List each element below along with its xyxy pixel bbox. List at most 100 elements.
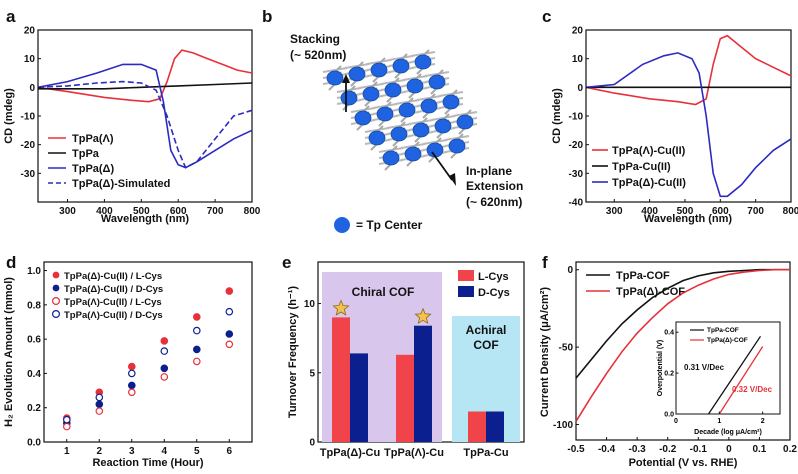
framework-rod-6 (336, 87, 362, 93)
chart-d-point-1-2 (128, 381, 136, 390)
inset-frame (675, 321, 781, 415)
chart-f-ytick-label-0: -100 (553, 420, 573, 431)
chart-e-ylabel: Turnover Frequency (h⁻¹) (287, 286, 299, 418)
chart-e-bar-1-1 (414, 325, 432, 442)
chart-e-bar-2-1 (486, 411, 504, 442)
chart-d: 1 2 3 4 5 6 0.0 0.2 0.4 0.6 0.8 1.0 Reaction Time (… (3, 261, 253, 469)
chart-e-ytick-label-0: 0 (309, 438, 315, 449)
legend-d-marker-3 (51, 310, 60, 319)
framework-rod-120 (410, 51, 436, 57)
legend-e-label-1: D-Cys (478, 287, 510, 299)
tp-center-legend-text: = Tp Center (356, 218, 423, 232)
stacking-label: Stacking (290, 32, 340, 46)
legend-e-swatch-0 (458, 270, 474, 281)
chart-d-point-1-3 (160, 364, 169, 373)
tp-center-node-1 (340, 90, 358, 106)
chart-f-xtick-label-7: 0.2 (783, 444, 797, 455)
tp-center-node-20 (414, 54, 432, 70)
chart-f-xtick-label-0: -0.5 (567, 444, 585, 455)
chart-d-point-2-0 (63, 422, 71, 431)
chart-f-frame (575, 261, 791, 441)
panel-label-e: e (282, 253, 291, 272)
inset-legend-label-0: TpPa-COF (707, 327, 739, 334)
chart-e-ytick-label-2: 10 (304, 299, 316, 310)
chart-e-xtick-label-2: TpPa-Cu (463, 447, 508, 459)
framework-rod-96 (402, 75, 428, 81)
inplane-value: (~ 620nm) (466, 195, 522, 209)
chart-e-bar-0-1 (350, 353, 368, 442)
chart-e-bar-0-0 (332, 317, 350, 442)
chart-a-ytick-label-4: 10 (24, 54, 36, 65)
chart-c-ytick-label-6: 20 (572, 26, 584, 37)
inset-series-0 (707, 335, 762, 415)
chart-d-ytick-label-5: 1.0 (27, 266, 41, 277)
tp-center-node-12 (398, 102, 416, 118)
chart-c-ytick-label-1: -30 (569, 169, 584, 180)
chart-d-point-0-2 (128, 362, 136, 371)
chart-d-xtick-label-5: 6 (226, 446, 232, 457)
chart-e-bar-2-0 (468, 411, 486, 442)
chart-d-point-1-5 (225, 330, 234, 338)
tp-center-node-19 (448, 138, 466, 154)
panel-label-d: d (6, 253, 16, 272)
chart-d-point-2-1 (95, 407, 104, 415)
chart-a-xtick-label-2: 500 (133, 206, 150, 217)
tp-center-node-11 (384, 82, 402, 98)
legend-e-label-0: L-Cys (478, 271, 509, 283)
inset-xtick-label-1: 1 (717, 418, 721, 425)
framework-diagram: Stacking (~ 520nm) In-plane Extension (~… (290, 32, 523, 233)
framework-rod-54 (400, 143, 426, 149)
legend-a-label-1: TpPa (72, 148, 100, 160)
inplane-arrow-icon (431, 151, 453, 181)
chart-a-series-3 (37, 80, 253, 169)
tp-center-node-23 (456, 114, 474, 130)
chart-d-point-2-3 (160, 373, 169, 381)
framework-rod-90 (388, 55, 414, 61)
framework-rod-18 (364, 127, 390, 133)
achiral-region-label-2: COF (473, 338, 498, 352)
tp-center-node-7 (376, 106, 394, 122)
chart-a-xlabel: Wavelength (nm) (101, 213, 190, 225)
chart-d-point-2-2 (128, 388, 136, 397)
chart-d-xlabel: Reaction Time (Hour) (92, 457, 203, 469)
panel-label-c: c (542, 7, 551, 26)
chart-f-inset: 0 1 2 0.0 0.2 0.4 Overpotential (V) Decade (l… (657, 321, 781, 436)
chart-a-series-1 (38, 82, 253, 90)
inset-ylabel: Overpotential (V) (657, 340, 664, 396)
inset-xtick-label-2: 2 (761, 418, 765, 425)
chart-c-xtick-label-4: 700 (747, 206, 764, 217)
legend-e-swatch-1 (458, 286, 474, 297)
chart-d-point-1-1 (95, 400, 104, 409)
stacking-value: (~ 520nm) (290, 48, 346, 62)
chart-d-point-0-4 (193, 313, 201, 321)
tp-center-node-4 (382, 150, 400, 166)
chart-c-xtick-label-5: 800 (783, 206, 798, 217)
chart-f-ylabel: Current Density (μA/cm²) (539, 287, 551, 418)
inset-xtick-label-0: 0 (674, 418, 678, 425)
framework-rod-84 (422, 139, 448, 145)
stacking-arrowhead-icon (342, 74, 350, 83)
legend-c-label-2: TpPa(Δ)-Cu(II) (612, 177, 686, 189)
chart-d-point-3-4 (193, 326, 201, 335)
chart-d-xtick-label-3: 4 (161, 446, 167, 457)
chart-f-series-0 (575, 268, 790, 379)
legend-a-label-2: TpPa(Δ) (72, 163, 114, 175)
chart-d-ylabel: H₂ Evolution Amount (mmol) (3, 277, 15, 427)
chart-a-ytick-label-5: 20 (24, 26, 36, 37)
tp-center-node-15 (392, 58, 410, 74)
chart-f-xtick-label-6: 0.1 (752, 444, 766, 455)
framework-rod-108 (430, 115, 456, 121)
inplane-label-1: In-plane (466, 164, 512, 178)
chart-f-ytick-label-1: -50 (559, 343, 574, 354)
chart-a-ytick-label-3: 0 (29, 83, 35, 94)
chart-f: -0.5 -0.4 -0.3 -0.2 -0.1 0 0.1 0.2 -100 -50 0 Pote… (539, 261, 797, 469)
legend-f-label-0: TpPa-COF (616, 270, 670, 282)
tp-center-node-21 (428, 74, 446, 90)
chart-c-xtick-label-0: 300 (606, 206, 623, 217)
framework-rod-138 (452, 111, 478, 117)
framework-rod-30 (344, 63, 370, 69)
inset-legend-label-1: TpPa(Δ)-COF (707, 337, 748, 344)
chart-d-point-2-4 (193, 357, 201, 366)
framework-rod-102 (416, 95, 442, 101)
tp-center-node-22 (442, 94, 460, 110)
